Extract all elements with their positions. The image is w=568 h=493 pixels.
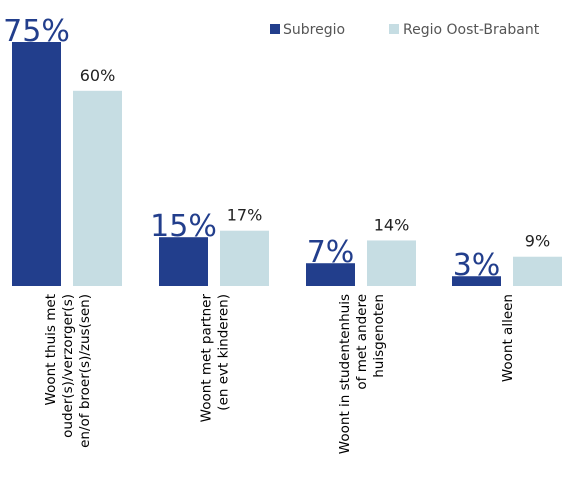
legend-swatch-subregio bbox=[270, 24, 280, 34]
value-label-0-1: 15% bbox=[150, 209, 217, 244]
value-label-1-2: 14% bbox=[374, 215, 410, 234]
category-label-1-line-1: (en evt kinderen) bbox=[216, 294, 232, 411]
legend-label-subregio: Subregio bbox=[283, 22, 345, 38]
value-label-0-0: 75% bbox=[3, 14, 70, 49]
category-label-0-line-0: Woont thuis met bbox=[43, 294, 59, 405]
value-label-1-1: 17% bbox=[227, 206, 263, 225]
bar-1-1 bbox=[220, 230, 269, 286]
bar-1-0 bbox=[73, 90, 122, 286]
value-label-1-3: 9% bbox=[525, 232, 550, 251]
legend: Subregio Regio Oost-Brabant bbox=[270, 22, 540, 38]
value-label-0-2: 7% bbox=[307, 235, 355, 270]
category-label-1-line-0: Woont met partner bbox=[199, 294, 215, 423]
bar-1-3 bbox=[513, 256, 562, 286]
category-label-3: Woont alleen bbox=[500, 294, 516, 382]
legend-swatch-regio-oost-brabant bbox=[389, 24, 399, 34]
category-label-2-line-0: Woont in studentenhuis bbox=[337, 294, 353, 454]
category-label-2: Woont in studentenhuis of met andere huisg… bbox=[337, 294, 387, 454]
bar-0-2 bbox=[306, 263, 355, 286]
legend-label-regio-oost-brabant: Regio Oost-Brabant bbox=[403, 22, 540, 38]
bar-0-1 bbox=[159, 237, 208, 286]
category-label-0: Woont thuis met ouder(s)/verzorger(s) en/o… bbox=[43, 294, 93, 448]
value-label-0-3: 3% bbox=[453, 248, 501, 283]
category-label-0-line-1: ouder(s)/verzorger(s) bbox=[60, 294, 76, 438]
category-label-2-line-2: huisgenoten bbox=[371, 294, 387, 378]
value-label-1-0: 60% bbox=[80, 66, 116, 85]
bar-0-3 bbox=[452, 276, 501, 286]
value-labels-group: 75% 60% 15% 17% 7% 14% 3% 9% bbox=[3, 14, 550, 283]
bar-1-2 bbox=[367, 240, 416, 286]
category-label-3-line-0: Woont alleen bbox=[500, 294, 516, 382]
bars-group bbox=[12, 42, 562, 286]
category-label-1: Woont met partner (en evt kinderen) bbox=[199, 294, 232, 423]
category-label-2-line-1: of met andere bbox=[354, 294, 370, 390]
bar-0-0 bbox=[12, 42, 61, 286]
category-labels-group: Woont thuis met ouder(s)/verzorger(s) en/o… bbox=[43, 294, 516, 455]
category-label-0-line-2: en/of broer(s)/zus(sen) bbox=[77, 294, 93, 448]
